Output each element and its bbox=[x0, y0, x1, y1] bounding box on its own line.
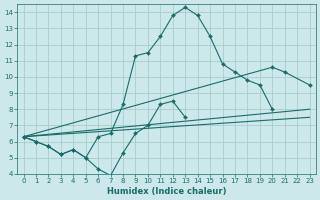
X-axis label: Humidex (Indice chaleur): Humidex (Indice chaleur) bbox=[107, 187, 226, 196]
